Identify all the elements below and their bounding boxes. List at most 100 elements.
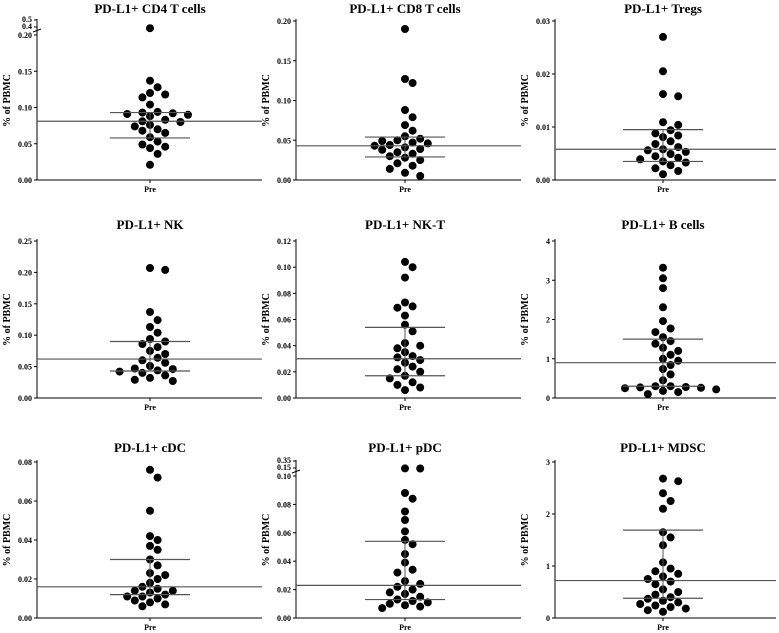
data-point: [138, 93, 147, 102]
y-tick-label: 0.02: [18, 575, 32, 584]
data-point: [408, 126, 417, 135]
x-category-label: Pre: [399, 185, 411, 194]
data-point: [408, 540, 417, 549]
data-point: [168, 377, 177, 385]
data-point: [393, 136, 402, 145]
data-point: [674, 143, 683, 152]
y-tick-label: 3: [546, 458, 550, 467]
data-point: [659, 386, 667, 395]
data-point: [659, 67, 667, 76]
data-point: [666, 137, 675, 146]
data-point: [681, 147, 690, 156]
data-point: [385, 141, 394, 149]
data-point: [636, 600, 645, 608]
data-point: [408, 494, 417, 503]
data-point: [393, 303, 402, 312]
chart-title: PD-L1+ B cells: [621, 217, 704, 232]
y-tick-label: 0.01: [536, 123, 550, 132]
chart-title: PD-L1+ Tregs: [624, 1, 702, 16]
chart-panel: PD-L1+ MDSC % of PBMC 0 1 2 3 Pre: [520, 440, 776, 632]
data-point: [674, 388, 683, 397]
data-point: [666, 350, 675, 359]
data-point: [168, 586, 177, 595]
data-point: [401, 168, 409, 177]
data-point: [138, 356, 147, 365]
data-point: [651, 567, 660, 576]
x-category-label: Pre: [657, 185, 669, 194]
axis-break-mark: [291, 469, 301, 474]
data-point: [138, 368, 147, 377]
data-point: [659, 118, 667, 127]
data-point: [651, 328, 660, 337]
y-tick-label: 0.04: [277, 557, 291, 566]
data-point: [153, 316, 162, 325]
data-point: [659, 170, 667, 179]
data-point: [153, 575, 162, 583]
data-point: [401, 489, 409, 497]
data-point: [651, 140, 660, 148]
chart-panel: PD-L1+ NK % of PBMC 0.00 0.05 0.10 0.15 0.20 0.…: [2, 217, 262, 412]
data-point: [408, 113, 417, 122]
y-tick-label: 3: [546, 276, 550, 285]
data-point: [393, 365, 402, 374]
data-point: [153, 545, 162, 554]
data-point: [378, 137, 387, 145]
x-category-label: Pre: [144, 403, 156, 412]
data-point: [153, 536, 162, 544]
data-point: [146, 160, 154, 169]
data-point: [146, 76, 154, 85]
axis-break-label-top: 0.35: [277, 456, 291, 465]
data-point: [153, 343, 162, 352]
data-point: [393, 148, 402, 157]
data-point: [401, 298, 409, 307]
chart-title: PD-L1+ pDC: [368, 440, 442, 455]
y-axis-label: % of PBMC: [2, 74, 13, 127]
data-point: [401, 320, 409, 329]
y-tick-label: 0.02: [277, 368, 291, 377]
y-tick-label: 0.12: [277, 237, 291, 246]
data-point: [651, 601, 660, 610]
y-tick-label: 0.02: [536, 70, 550, 79]
data-point: [651, 339, 660, 348]
data-point: [712, 385, 721, 394]
data-point: [666, 370, 675, 379]
data-point: [666, 150, 675, 158]
data-point: [408, 565, 417, 574]
data-point: [666, 564, 675, 573]
x-category-label: Pre: [657, 403, 669, 412]
data-point: [146, 598, 154, 607]
data-point: [659, 263, 667, 272]
y-axis-label: % of PBMC: [520, 74, 531, 127]
y-tick-label: 0.20: [18, 268, 32, 277]
chart-panel: PD-L1+ pDC % of PBMC 0.00 0.02 0.04 0.06 0.08 0…: [261, 440, 521, 632]
data-point: [153, 107, 162, 116]
data-point: [674, 569, 683, 578]
data-point: [393, 582, 402, 591]
data-point: [153, 594, 162, 603]
x-category-label: Pre: [399, 623, 411, 632]
data-point: [153, 584, 162, 593]
data-point: [408, 138, 417, 147]
data-point: [659, 607, 667, 616]
y-tick-label: 0.08: [277, 289, 291, 298]
data-point: [385, 588, 394, 597]
axis-break-mark: [32, 28, 42, 33]
data-point: [408, 161, 417, 170]
data-point: [408, 149, 417, 158]
y-tick-label: 0.00: [277, 394, 291, 403]
y-tick-label: 0.15: [277, 57, 291, 66]
data-point: [378, 604, 387, 613]
y-tick-label: 0.00: [277, 614, 291, 623]
data-point: [146, 24, 154, 33]
data-point: [161, 600, 170, 609]
data-point: [408, 79, 417, 87]
y-tick-label: 0.02: [277, 586, 291, 595]
chart-title: PD-L1+ cDC: [114, 440, 186, 455]
y-axis-label: % of PBMC: [261, 74, 272, 127]
data-point: [138, 126, 147, 135]
x-category-label: Pre: [399, 403, 411, 412]
data-point: [674, 598, 683, 607]
y-tick-label: 0.03: [536, 17, 550, 26]
data-point: [123, 110, 132, 118]
data-point: [161, 350, 170, 358]
